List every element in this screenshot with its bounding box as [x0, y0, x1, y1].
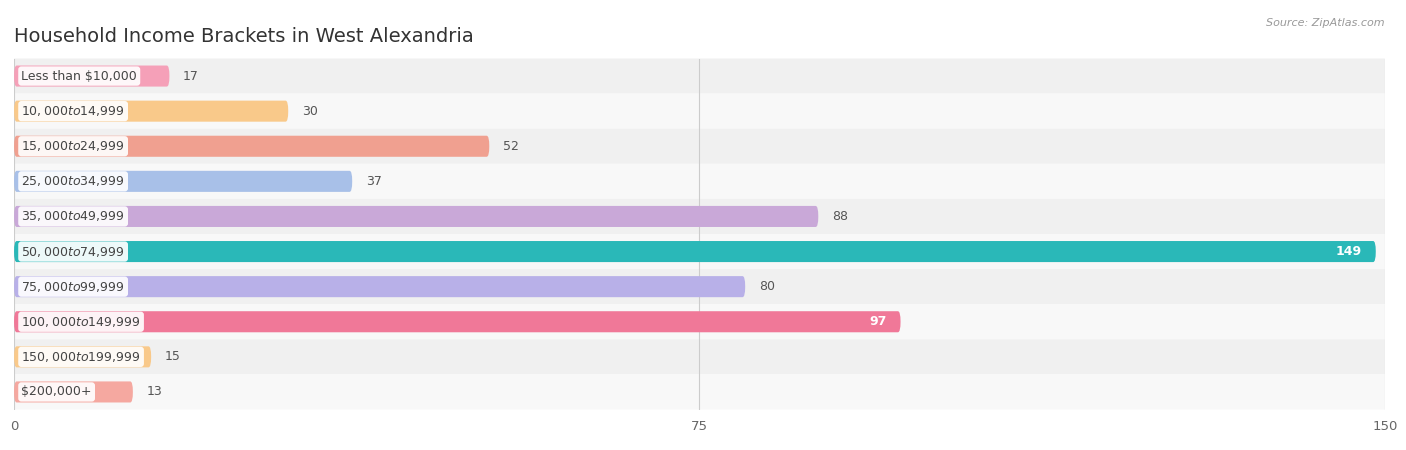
FancyBboxPatch shape: [14, 66, 170, 86]
FancyBboxPatch shape: [14, 101, 288, 122]
Text: $100,000 to $149,999: $100,000 to $149,999: [21, 315, 141, 329]
Text: $10,000 to $14,999: $10,000 to $14,999: [21, 104, 125, 118]
Text: 80: 80: [759, 280, 775, 293]
Text: 52: 52: [503, 140, 519, 153]
FancyBboxPatch shape: [14, 241, 1376, 262]
Text: Less than $10,000: Less than $10,000: [21, 70, 138, 82]
Text: 13: 13: [146, 386, 162, 398]
FancyBboxPatch shape: [14, 136, 489, 157]
Text: $75,000 to $99,999: $75,000 to $99,999: [21, 279, 125, 294]
FancyBboxPatch shape: [14, 199, 1385, 234]
FancyBboxPatch shape: [14, 304, 1385, 339]
Text: $200,000+: $200,000+: [21, 386, 91, 398]
Text: 149: 149: [1336, 245, 1362, 258]
Text: Source: ZipAtlas.com: Source: ZipAtlas.com: [1267, 18, 1385, 28]
FancyBboxPatch shape: [14, 94, 1385, 129]
FancyBboxPatch shape: [14, 58, 1385, 94]
FancyBboxPatch shape: [14, 382, 134, 402]
Text: 15: 15: [165, 351, 181, 363]
FancyBboxPatch shape: [14, 129, 1385, 164]
Text: $25,000 to $34,999: $25,000 to $34,999: [21, 174, 125, 189]
Text: Household Income Brackets in West Alexandria: Household Income Brackets in West Alexan…: [14, 27, 474, 46]
FancyBboxPatch shape: [14, 339, 1385, 374]
FancyBboxPatch shape: [14, 206, 818, 227]
FancyBboxPatch shape: [14, 171, 353, 192]
Text: 17: 17: [183, 70, 200, 82]
Text: 37: 37: [366, 175, 382, 188]
FancyBboxPatch shape: [14, 164, 1385, 199]
FancyBboxPatch shape: [14, 346, 152, 367]
Text: $15,000 to $24,999: $15,000 to $24,999: [21, 139, 125, 153]
FancyBboxPatch shape: [14, 234, 1385, 269]
Text: 30: 30: [302, 105, 318, 117]
Text: $150,000 to $199,999: $150,000 to $199,999: [21, 350, 141, 364]
FancyBboxPatch shape: [14, 374, 1385, 410]
FancyBboxPatch shape: [14, 269, 1385, 304]
FancyBboxPatch shape: [14, 276, 745, 297]
Text: 97: 97: [869, 315, 887, 328]
Text: $35,000 to $49,999: $35,000 to $49,999: [21, 209, 125, 224]
Text: 88: 88: [832, 210, 848, 223]
FancyBboxPatch shape: [14, 311, 901, 332]
Text: $50,000 to $74,999: $50,000 to $74,999: [21, 244, 125, 259]
